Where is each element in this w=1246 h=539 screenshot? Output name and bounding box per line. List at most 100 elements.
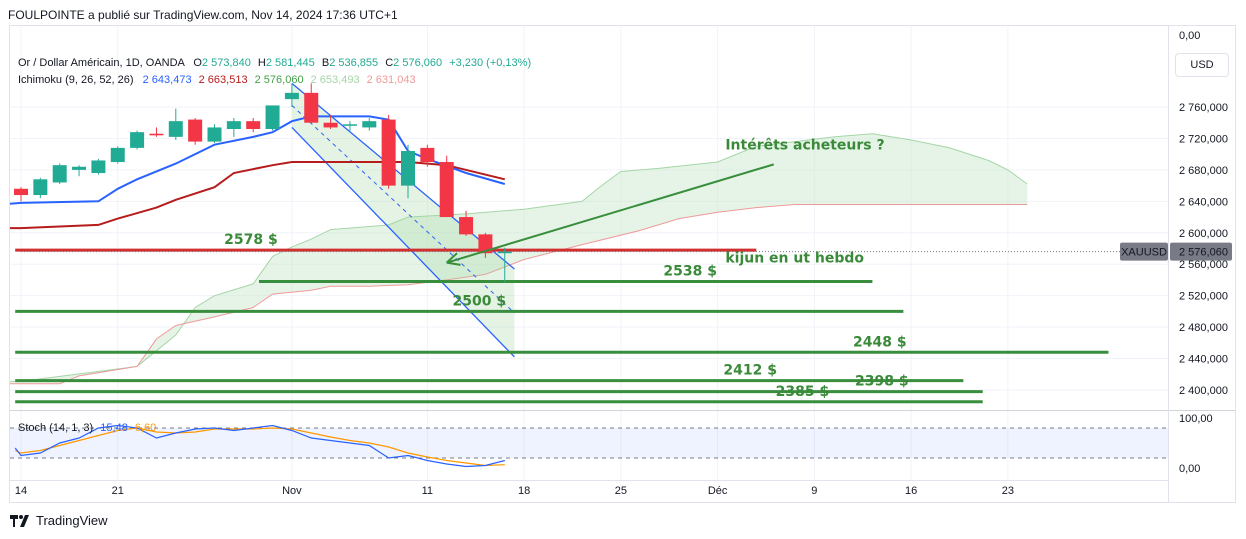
candle[interactable]	[91, 158, 106, 175]
x-tick-label: 23	[1002, 485, 1014, 497]
y-tick-label: 2 440,000	[1179, 354, 1228, 366]
legend-stoch[interactable]: Stoch (14, 1, 3) 15,48 6,60	[18, 422, 156, 434]
candle-body	[323, 122, 338, 128]
candle[interactable]	[226, 118, 241, 137]
level-label-2500: 2500 $	[453, 293, 507, 309]
footer-brand: TradingView	[36, 513, 108, 528]
currency-button[interactable]: USD	[1175, 53, 1229, 77]
candle[interactable]	[304, 83, 319, 123]
ichi-spanA-val: 2 653,493	[311, 74, 360, 86]
legend-low: 2 536,855	[329, 57, 378, 69]
x-tick-label: 14	[15, 485, 27, 497]
candle[interactable]	[246, 118, 261, 133]
candle-body	[168, 121, 183, 137]
legend-open: 2 573,840	[202, 57, 251, 69]
symbol-badge[interactable]	[1120, 242, 1168, 261]
legend-high: 2 581,445	[266, 57, 315, 69]
ichi-tenkan-val: 2 643,473	[143, 74, 192, 86]
candle-body	[478, 234, 493, 254]
axis-top-label: 0,00	[1179, 30, 1200, 42]
chart-frame	[9, 25, 1236, 503]
ichi-chikou-val: 2 576,060	[255, 74, 304, 86]
candle-body	[284, 92, 299, 100]
stoch-tick-label: 100,00	[1179, 413, 1213, 425]
legend-ichimoku[interactable]: Ichimoku (9, 26, 52, 26) 2 643,473 2 663…	[18, 74, 416, 86]
x-tick-label: 16	[905, 485, 917, 497]
time-axis: 14 21 Nov 11 18 25 Déc 9 16 23	[15, 485, 1014, 497]
cloud-fill	[10, 133, 1028, 384]
x-tick-label: Nov	[282, 485, 302, 497]
y-tick-label: 2 400,000	[1179, 385, 1228, 397]
price-levels	[15, 248, 1160, 404]
last-price-label: 2 576,060	[1179, 247, 1228, 259]
arrow-head	[446, 252, 458, 264]
y-tick-label: 2 560,000	[1179, 259, 1228, 271]
candle-body	[342, 124, 357, 126]
senkou-span-b	[10, 204, 1028, 385]
annotation-text: Intérêts acheteurs ?	[725, 137, 884, 153]
candle[interactable]	[362, 118, 377, 131]
channel-lower[interactable]	[291, 126, 515, 358]
stoch-tick-label: 0,00	[1179, 463, 1200, 475]
x-tick-label: 18	[518, 485, 530, 497]
candle[interactable]	[478, 232, 493, 258]
candle[interactable]	[72, 165, 87, 177]
stoch-d-val: 6,60	[135, 422, 156, 434]
channel-mid[interactable]	[291, 105, 515, 314]
stoch-lines	[14, 424, 505, 468]
candle-body	[33, 179, 48, 196]
tradingview-logo-icon	[10, 514, 29, 527]
candle-body	[497, 251, 512, 254]
candle[interactable]	[149, 127, 164, 137]
ichi-spanB-val: 2 631,043	[367, 74, 416, 86]
candle-body	[188, 119, 203, 142]
candle-body	[72, 166, 87, 170]
level-labels: 2578 $ 2538 $ 2500 $ 2448 $ 2412 $ 2398 $ 2385…	[224, 137, 908, 399]
level-label-2448: 2448 $	[853, 334, 907, 350]
stoch-k-line[interactable]	[14, 424, 505, 468]
y-tick-label: 2 520,000	[1179, 291, 1228, 303]
y-tick-label: 2 480,000	[1179, 322, 1228, 334]
candle[interactable]	[459, 210, 474, 236]
candle[interactable]	[265, 105, 280, 131]
candle-body	[246, 121, 261, 130]
candle[interactable]	[130, 130, 145, 150]
candle-body	[226, 121, 241, 130]
candlesticks	[14, 83, 512, 283]
y-tick-label: 2 640,000	[1179, 196, 1228, 208]
candle[interactable]	[52, 163, 67, 185]
level-label-2398: 2398 $	[855, 374, 909, 390]
stochastic-panel	[10, 424, 1168, 468]
candle[interactable]	[401, 144, 415, 199]
candle[interactable]	[342, 121, 357, 133]
candle-body	[459, 217, 474, 235]
candle[interactable]	[439, 155, 454, 218]
candle[interactable]	[168, 108, 183, 141]
candle[interactable]	[14, 187, 28, 202]
legend-close: 2 576,060	[393, 57, 442, 69]
candle-body	[401, 151, 415, 186]
candle[interactable]	[188, 118, 203, 145]
candle[interactable]	[497, 247, 512, 283]
y-tick-label: 2 720,000	[1179, 133, 1228, 145]
candle[interactable]	[323, 114, 338, 130]
candle[interactable]	[110, 146, 125, 164]
arrow-line[interactable]	[446, 163, 775, 264]
y-tick-label: 2 680,000	[1179, 165, 1228, 177]
last-price-badge[interactable]	[1170, 242, 1232, 261]
footer[interactable]: TradingView	[10, 513, 108, 528]
candle-body	[52, 165, 67, 183]
y-tick-label: 2 760,000	[1179, 102, 1228, 114]
legend-symbol: Or / Dollar Américain, 1D, OANDA	[18, 57, 186, 69]
candle[interactable]	[420, 144, 435, 167]
annotation-text: kijun en ut hebdo	[725, 251, 864, 267]
candle[interactable]	[284, 83, 299, 107]
candle[interactable]	[207, 124, 222, 144]
candle-body	[149, 133, 164, 136]
candle[interactable]	[381, 114, 396, 189]
candle[interactable]	[33, 177, 48, 199]
candle-body	[304, 92, 319, 123]
x-tick-label: 25	[615, 485, 627, 497]
stoch-d-line[interactable]	[14, 427, 505, 467]
